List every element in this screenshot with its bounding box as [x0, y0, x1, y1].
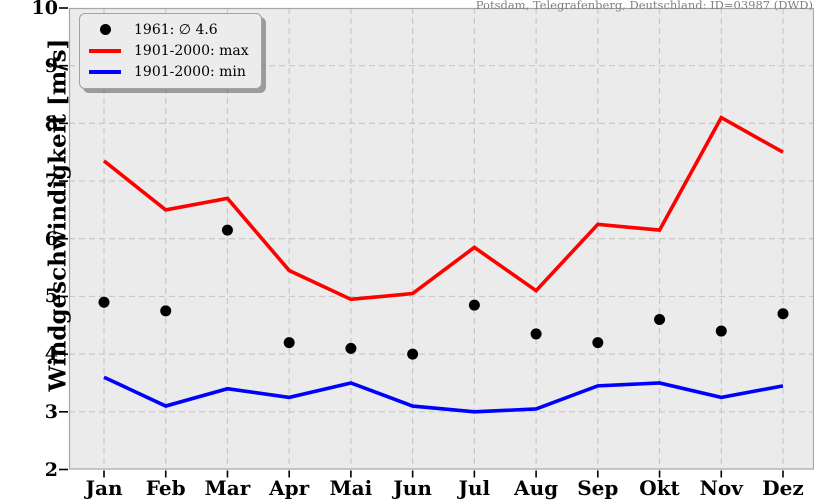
x-tick-label: Mai	[329, 476, 373, 500]
x-tick-label: Okt	[639, 476, 680, 500]
series-dot	[592, 337, 604, 349]
series-dot	[468, 299, 480, 311]
y-tick-label: 5	[44, 285, 58, 308]
series-dot	[283, 337, 295, 349]
legend-label: 1961: ∅ 4.6	[134, 21, 218, 38]
legend-min-swatch	[88, 69, 122, 74]
x-tick-label: Jan	[85, 476, 123, 500]
x-tick-label: Jun	[393, 476, 432, 500]
legend-item-1961: 1961: ∅ 4.6	[88, 19, 249, 40]
legend-label: 1901-2000: max	[134, 42, 249, 59]
y-tick-label: 2	[44, 458, 58, 481]
series-line	[103, 375, 784, 414]
x-tick-label: Aug	[514, 476, 559, 500]
legend-max-swatch	[88, 48, 122, 53]
y-tick-label: 6	[44, 227, 58, 250]
legend: 1961: ∅ 4.6 1901-2000: max 1901-2000: mi…	[79, 13, 262, 89]
y-tick-label: 3	[44, 400, 58, 423]
legend-dot-swatch	[88, 24, 122, 35]
legend-item-max: 1901-2000: max	[88, 40, 249, 61]
x-tick-label: Nov	[699, 476, 743, 500]
series-dot	[407, 348, 419, 360]
y-tick-label: 8	[44, 112, 58, 135]
series-dot	[530, 328, 542, 340]
series-dot	[160, 305, 172, 317]
series-dot	[98, 296, 110, 308]
legend-label: 1901-2000: min	[134, 63, 246, 80]
y-tick-label: 4	[44, 343, 58, 366]
red-line-icon	[89, 48, 121, 53]
x-tick-label: Dez	[762, 476, 804, 500]
y-tick-label: 10	[31, 0, 58, 19]
y-tick-label: 9	[44, 54, 58, 77]
series-dot	[654, 314, 666, 326]
legend-item-min: 1901-2000: min	[88, 61, 249, 82]
station-title: Potsdam, Telegrafenberg, Deutschland: ID…	[475, 0, 813, 12]
black-dot-icon	[99, 24, 111, 35]
x-tick-label: Feb	[145, 476, 186, 500]
x-tick-label: Sep	[577, 476, 619, 500]
series-line	[102, 115, 784, 302]
series-dot	[345, 342, 357, 354]
y-tick-label: 7	[44, 170, 58, 193]
x-tick-label: Jul	[458, 476, 491, 500]
series-dot	[715, 325, 727, 337]
blue-line-icon	[89, 69, 121, 74]
x-tick-label: Apr	[269, 476, 310, 500]
x-tick-label: Mar	[204, 476, 251, 500]
series-dot	[221, 224, 233, 236]
series-dot	[777, 308, 789, 320]
